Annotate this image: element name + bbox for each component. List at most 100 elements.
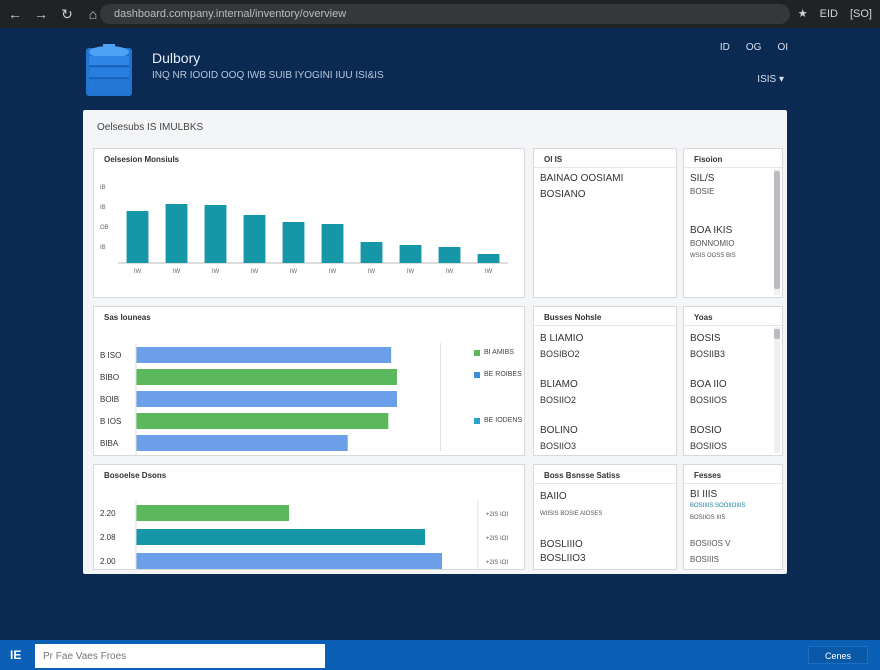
legend-divider <box>440 343 441 451</box>
database-logo-icon <box>86 44 132 96</box>
info-line: BOSIIO2 <box>540 395 577 405</box>
bottom-action-button[interactable]: Cenes <box>808 646 868 664</box>
legend-swatch <box>474 417 480 424</box>
browser-actions: ★ EID [SO] <box>798 4 872 24</box>
bottom-search-input[interactable] <box>35 644 325 668</box>
divider <box>684 483 782 484</box>
card-mid-mid-title: Busses Nohsle <box>544 313 602 322</box>
header-icon-2[interactable]: OG <box>745 42 762 53</box>
info-line: BOSIBO2 <box>540 349 580 359</box>
hbar <box>136 435 348 451</box>
info-line: BOSIO <box>690 425 722 436</box>
info-line: BOA IIO <box>690 379 727 390</box>
divider <box>534 325 676 326</box>
main-panel: Oelsesubs IS IMULBKS Oelsesion Monsiuls … <box>83 110 787 574</box>
legend-swatch <box>474 371 480 378</box>
x-tick-label: IW <box>485 269 493 275</box>
hbar <box>136 391 397 407</box>
chart1-title: Oelsesion Monsiuls <box>104 155 180 164</box>
bar <box>399 245 422 263</box>
bar <box>438 247 461 263</box>
info-line: BONNOMIO <box>690 239 735 248</box>
card-bot-mid-title: Boss Bsnsse Satiss <box>544 471 621 480</box>
x-tick-label: IW <box>212 269 220 275</box>
side-tick-label: +2IS IOI <box>486 560 509 566</box>
info-line: WSIS OOSS BIS <box>690 253 736 259</box>
y-category-label: B IOS <box>100 417 121 426</box>
info-line: BI IIIS <box>690 489 718 500</box>
hbar <box>136 413 389 429</box>
y-tick-label: IB <box>100 245 106 251</box>
hbar <box>136 347 392 363</box>
legend-item: BE ROIBES <box>474 371 522 378</box>
legend-swatch <box>474 349 480 356</box>
divider <box>534 483 676 484</box>
header-icon-3[interactable]: OI <box>777 42 788 53</box>
info-card-top-mid: Ol IS BAINAO OOSIAMI BOSIANO <box>533 148 677 298</box>
x-tick-label: IW <box>446 269 454 275</box>
header-menu-dropdown[interactable]: ISIS ▾ <box>757 74 784 85</box>
bottom-bar: IE Cenes <box>0 640 880 670</box>
header-icon-1[interactable]: ID <box>719 42 730 53</box>
chart3-title: Bosoelse Dsons <box>104 471 167 480</box>
divider <box>684 167 782 168</box>
info-line: BOSLIIO3 <box>540 553 586 564</box>
info-card-mid-right: Yoas BOSIS BOSIIB3 BOA IIO BOSIIOS BOSIO BOSI… <box>683 306 783 456</box>
card-top-right-title: Fisoion <box>694 155 723 164</box>
y-category-label: 2.20 <box>100 509 116 518</box>
app-switcher-icon[interactable]: IE <box>10 648 22 662</box>
info-line: BOSIIOS V <box>690 539 731 548</box>
address-bar[interactable]: dashboard.company.internal/inventory/ove… <box>100 4 790 24</box>
scrollbar-track[interactable] <box>774 327 780 453</box>
scrollbar-thumb[interactable] <box>774 329 780 339</box>
hbar <box>136 553 442 569</box>
bookmark-star-icon[interactable]: ★ <box>797 8 808 20</box>
scrollbar-thumb[interactable] <box>774 171 780 289</box>
divider <box>684 325 782 326</box>
chart-card-vertical-bars: Oelsesion Monsiuls IB OB IB IB IW IW IW IW IW IW I… <box>93 148 525 298</box>
bar <box>282 222 305 263</box>
info-line: B LIAMIO <box>540 333 584 344</box>
bar <box>477 254 500 263</box>
extensions-button[interactable]: [SO] <box>849 8 872 20</box>
x-tick-label: IW <box>407 269 415 275</box>
hbar <box>136 369 397 385</box>
chart-card-horizontal-bars: Sas Iouneas B ISO BIBO BOIB B IOS BIBA BI AM… <box>93 306 525 456</box>
legend-label: BI AMIBS <box>484 349 514 356</box>
home-icon[interactable]: ⌂ <box>88 6 98 22</box>
bar <box>204 205 227 263</box>
bar <box>165 204 188 263</box>
info-line: BOSIANO <box>540 189 586 200</box>
app-subtitle: INQ NR IOOID OOQ IWB SUIB IYOGINI IUU IS… <box>152 70 384 81</box>
profile-button[interactable]: EID <box>819 8 838 20</box>
info-card-bot-right: Fesses BI IIIS BOSIIIIS SOOIIOIIIS BOSII… <box>683 464 783 570</box>
browser-chrome: ← → ↻ ⌂ dashboard.company.internal/inven… <box>0 0 880 28</box>
info-line: BOSIIOS <box>690 441 728 451</box>
panel-title: Oelsesubs IS IMULBKS <box>97 122 204 133</box>
info-line: BAIIO <box>540 491 567 502</box>
info-line: BOLINO <box>540 425 578 436</box>
x-tick-label: IW <box>251 269 259 275</box>
info-card-bot-mid: Boss Bsnsse Satiss BAIIO WIISIS BOSIE AI… <box>533 464 677 570</box>
info-line: BAINAO OOSIAMI <box>540 173 624 184</box>
app-title: Dulbory <box>152 50 201 66</box>
reload-icon[interactable]: ↻ <box>61 5 73 22</box>
forward-icon[interactable]: → <box>34 6 48 22</box>
info-line: BOSIIB3 <box>690 349 726 359</box>
card-top-mid-title: Ol IS <box>544 155 563 164</box>
card-bot-right-title: Fesses <box>694 471 722 480</box>
horizontal-bar-chart-2: 2.20 +2IS IOI 2.08 +2IS IOI 2.00 +2IS IOI <box>100 501 509 569</box>
back-icon[interactable]: ← <box>8 6 22 22</box>
info-line: BOSIIIS <box>690 555 719 564</box>
x-tick-label: IW <box>290 269 298 275</box>
y-category-label: BIBO <box>100 373 119 382</box>
info-line: BOSLIIIO <box>540 539 583 550</box>
legend-label: BE IODENS <box>484 417 523 424</box>
y-category-label: BIBA <box>100 439 119 448</box>
info-line: BOA IKIS <box>690 225 733 236</box>
y-category-label: BOIB <box>100 395 119 404</box>
chart2-title: Sas Iouneas <box>104 313 151 322</box>
info-line: BOSIIOS <box>690 395 728 405</box>
x-tick-label: IW <box>368 269 376 275</box>
info-line: BOSIIOS IIIS <box>690 515 726 521</box>
